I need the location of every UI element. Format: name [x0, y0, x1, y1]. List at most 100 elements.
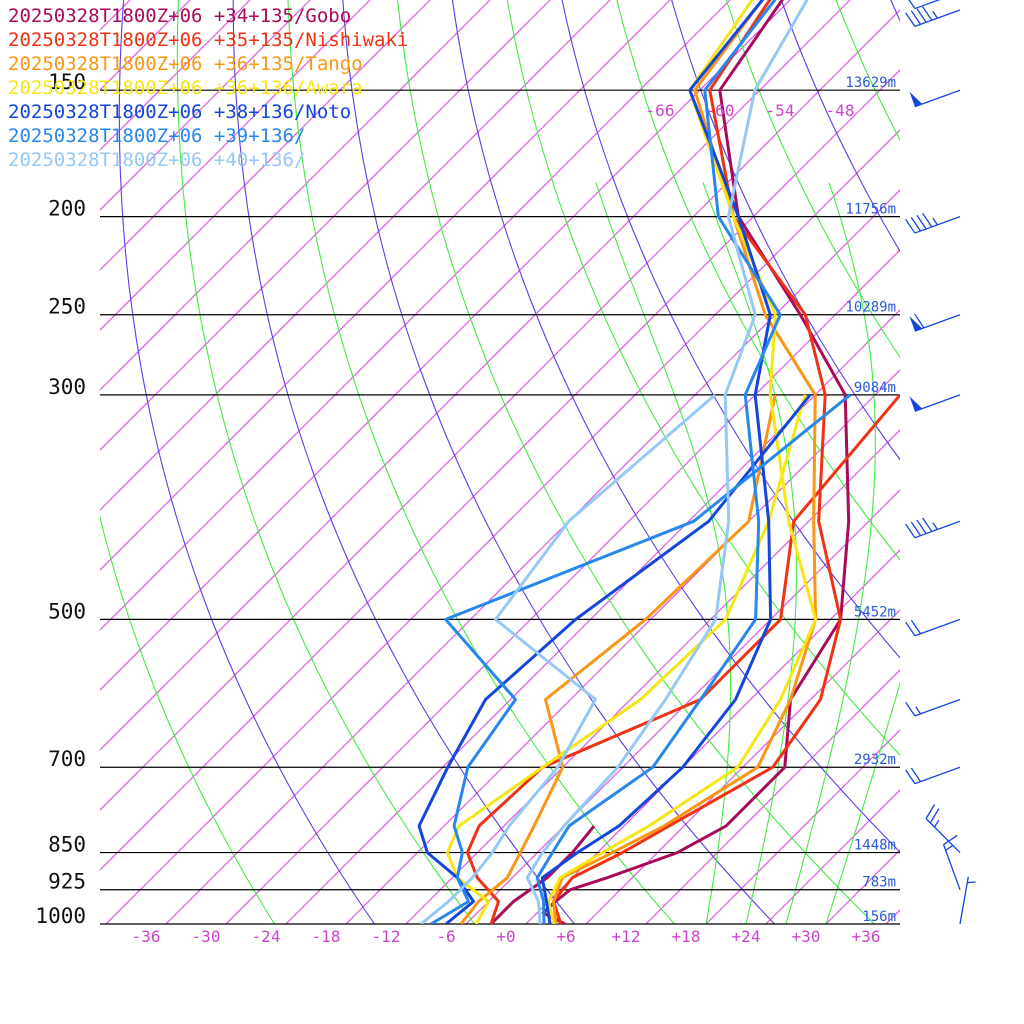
wind-barb-feather — [922, 6, 933, 21]
wind-barb-shaft — [914, 618, 961, 637]
temperature-profile-line — [552, 0, 818, 924]
x-tick-label: -18 — [312, 927, 341, 946]
x-tick-label: -24 — [252, 927, 281, 946]
wind-barb-feather — [905, 701, 916, 717]
isotherm-line — [100, 0, 671, 571]
dewpoint-profile-line — [420, 393, 717, 924]
wind-barb-feather — [922, 517, 933, 532]
isotherm-line — [1006, 0, 1024, 924]
wind-barb-shaft — [914, 89, 961, 108]
height-label: 13629m — [845, 75, 896, 91]
wind-barb-half-feather — [932, 11, 938, 19]
wind-barb-shaft — [914, 698, 961, 717]
temperature-profile-line — [535, 0, 782, 924]
legend-entry: 20250328T1800Z+06 +36+135/Tango — [8, 53, 363, 75]
moist-adiabat-line — [702, 182, 797, 924]
isotherm-line — [100, 0, 371, 271]
isotherm-line — [465, 489, 900, 924]
dry-adiabat-line — [561, 0, 900, 659]
dewpoint-profile-line — [459, 394, 777, 924]
wind-barb — [909, 394, 961, 412]
isotherm-line — [100, 0, 791, 691]
x-tick-label: +30 — [792, 927, 821, 946]
wind-barb-feather — [916, 519, 927, 534]
wind-barb-feather — [910, 521, 922, 537]
legend-entry: 20250328T1800Z+06 +39+136/ — [8, 125, 305, 147]
wind-barb-shaft — [942, 844, 961, 890]
wind-barb-feather — [916, 8, 927, 23]
temperature-profile-line — [525, 0, 809, 924]
isotherm-line — [100, 0, 431, 331]
wind-barb-feather — [910, 10, 922, 25]
wind-barb — [909, 313, 961, 332]
legend-entry: 20250328T1800Z+06 +36+136/Awara — [8, 77, 363, 99]
moist-adiabat-line — [825, 681, 900, 924]
dry-adiabat-line — [100, 515, 275, 924]
legend-entry: 20250328T1800Z+06 +38+136/Noto — [8, 101, 351, 123]
legend: 20250328T1800Z+06 +34+135/Gobo20250328T1… — [8, 5, 408, 171]
legend-entry: 20250328T1800Z+06 +35+135/Nishiwaki — [8, 29, 408, 51]
wind-barb-flag — [909, 91, 923, 107]
dry-adiabat-line — [835, 0, 900, 142]
wind-barb-feather — [925, 804, 936, 819]
dry-adiabat-line — [397, 0, 875, 924]
dry-adiabat-line — [118, 0, 375, 924]
isotherm-line — [105, 129, 900, 924]
wind-barb-shaft — [959, 876, 969, 925]
wind-barb-feather — [905, 523, 916, 539]
temperature-profile-line — [552, 0, 843, 924]
dry-adiabat-line — [451, 0, 900, 853]
legend-entry: 20250328T1800Z+06 +34+135/Gobo — [8, 5, 351, 27]
height-label: 2932m — [854, 752, 896, 768]
temperature-profile-line — [540, 0, 773, 924]
dry-adiabat-line — [616, 0, 900, 561]
wind-barb — [908, 0, 941, 10]
pressure-label: 500 — [48, 599, 86, 623]
height-label: 783m — [862, 875, 896, 891]
wind-barb-feather — [905, 769, 916, 785]
dry-adiabat-line — [998, 0, 1024, 924]
height-label: 10289m — [845, 300, 896, 316]
pressure-label: 250 — [48, 295, 86, 319]
wind-barb — [905, 6, 961, 28]
isotherm-line — [100, 0, 851, 751]
isotherm-label: -60 — [706, 101, 735, 120]
wind-barb-half-feather — [932, 217, 938, 226]
dewpoint-profile-line — [430, 393, 852, 924]
x-tick-label: +36 — [852, 927, 881, 946]
axis-labels: 10016167m15013629m20011756m25010289m3009… — [35, 70, 896, 946]
wind-barb-feather — [905, 12, 916, 27]
wind-barb — [959, 876, 976, 925]
dry-adiabat-line — [671, 0, 900, 461]
wind-barb-half-feather — [915, 706, 922, 715]
wind-barb — [905, 517, 961, 539]
wind-barb-feather — [908, 0, 916, 9]
wind-barb-shaft — [925, 818, 961, 854]
wind-barb-shaft — [914, 766, 961, 785]
dewpoint-profile-line — [489, 824, 596, 924]
wind-barb-half-feather — [933, 819, 940, 828]
wind-barb — [905, 618, 961, 637]
isotherm-line — [100, 0, 311, 211]
isotherm-line — [405, 429, 900, 924]
x-tick-label: -30 — [192, 927, 221, 946]
wind-barb-half-feather — [932, 522, 938, 530]
isotherm-line — [585, 609, 900, 924]
x-tick-label: -6 — [436, 927, 455, 946]
temperature-profile-line — [541, 0, 851, 924]
wind-barbs — [905, 0, 976, 925]
isotherm-label: -48 — [826, 101, 855, 120]
dewpoint-profile-line — [417, 393, 812, 924]
wind-barb-flag — [909, 396, 923, 412]
dry-adiabat-line — [506, 0, 900, 756]
height-label: 5452m — [854, 604, 896, 620]
dry-adiabat-line — [287, 0, 675, 924]
wind-barb-half-feather — [967, 881, 976, 884]
pressure-label: 150 — [48, 70, 86, 94]
dry-adiabat-line — [176, 0, 475, 924]
wind-barb-shaft — [914, 0, 941, 10]
isotherm-line — [645, 669, 900, 924]
wind-barb-feather — [910, 767, 922, 782]
wind-barb-shaft — [914, 9, 961, 28]
wind-barb — [905, 212, 961, 234]
